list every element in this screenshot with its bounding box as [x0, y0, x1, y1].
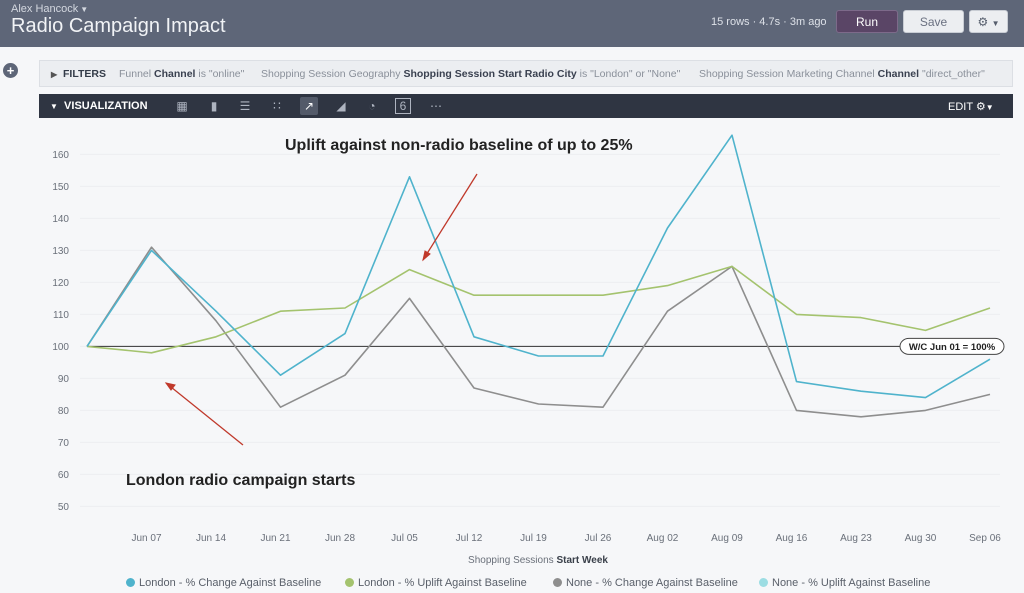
annotation-arrow	[422, 173, 478, 262]
x-tick-label: Jul 19	[520, 533, 547, 544]
line-chart-icon[interactable]: ↗	[300, 97, 318, 115]
x-tick-label: Jun 07	[131, 533, 161, 544]
annotation-campaign-start: London radio campaign starts	[126, 472, 355, 489]
legend-item[interactable]: None - % Change Against Baseline	[553, 577, 738, 589]
legend-swatch	[345, 578, 354, 587]
x-tick-label: Jul 05	[391, 533, 418, 544]
settings-button[interactable]: ⚙ ▼	[969, 10, 1008, 33]
filter-item: Funnel Channel is "online"	[119, 68, 245, 80]
y-tick-label: 160	[52, 150, 69, 161]
pie-chart-icon[interactable]: ◔	[368, 99, 376, 113]
series-line[interactable]	[86, 246, 991, 418]
x-tick-label: Jun 14	[196, 533, 226, 544]
x-tick-label: Aug 16	[776, 533, 808, 544]
more-icon[interactable]: ⋯	[430, 99, 442, 113]
chevron-right-icon: ▶	[51, 70, 58, 79]
series-line[interactable]	[86, 134, 991, 399]
legend-item[interactable]: London - % Change Against Baseline	[126, 577, 321, 589]
legend-swatch	[553, 578, 562, 587]
y-tick-label: 50	[58, 502, 70, 513]
chevron-down-icon: ▼	[50, 102, 58, 111]
filters-label[interactable]: ▶ FILTERS	[51, 68, 106, 80]
legend-swatch	[759, 578, 768, 587]
x-axis-label: Shopping Sessions Start Week	[468, 555, 608, 566]
x-tick-label: Aug 30	[905, 533, 937, 544]
visualization-label[interactable]: ▼ VISUALIZATION	[50, 100, 148, 112]
y-tick-label: 130	[52, 246, 69, 257]
legend-item[interactable]: None - % Uplift Against Baseline	[759, 577, 930, 589]
y-tick-label: 120	[52, 278, 69, 289]
legend-swatch	[126, 578, 135, 587]
add-icon[interactable]: +	[3, 63, 18, 78]
legend-item[interactable]: London - % Uplift Against Baseline	[345, 577, 527, 589]
column-chart-icon[interactable]: ▮	[210, 99, 218, 113]
y-tick-label: 150	[52, 182, 69, 193]
x-tick-label: Jun 28	[325, 533, 355, 544]
gear-icon: ⚙	[977, 15, 989, 29]
x-tick-label: Jul 12	[456, 533, 483, 544]
x-tick-label: Jun 21	[260, 533, 290, 544]
bar-chart-icon[interactable]: ☰	[239, 99, 251, 113]
chevron-down-icon: ▼	[991, 19, 1000, 28]
single-value-icon[interactable]: 6	[395, 98, 411, 114]
y-tick-label: 100	[52, 342, 69, 353]
x-tick-label: Aug 09	[711, 533, 743, 544]
page-title: Radio Campaign Impact	[11, 15, 226, 37]
user-name: Alex Hancock	[11, 3, 79, 15]
chevron-down-icon: ▼	[80, 5, 89, 14]
annotation-arrow	[164, 382, 244, 446]
gear-icon: ⚙	[975, 101, 986, 113]
header-bar: Alex Hancock ▼ Radio Campaign Impact 15 r…	[0, 0, 1024, 47]
line-chart: 50 60 70 80 90 100 110 120 130 140 150 160 Jun 07 Ju…	[52, 134, 1005, 566]
y-tick-label: 70	[58, 438, 70, 449]
query-meta: 15 rows · 4.7s · 3m ago	[711, 16, 827, 28]
area-chart-icon[interactable]: ◢	[336, 99, 346, 113]
y-tick-label: 140	[52, 214, 69, 225]
filter-item: Shopping Session Marketing Channel Chann…	[699, 68, 985, 80]
visualization-bar: ▼ VISUALIZATION ▦ ▮ ☰ ∷ ↗ ◢ ◔ 6 ⋯ EDIT ⚙…	[39, 94, 1013, 118]
filters-bar[interactable]: ▶ FILTERS Funnel Channel is "online" Sho…	[39, 60, 1013, 87]
annotation-uplift: Uplift against non-radio baseline of up …	[285, 137, 633, 154]
series-line[interactable]	[86, 265, 991, 354]
y-tick-label: 60	[58, 470, 70, 481]
x-tick-label: Aug 02	[647, 533, 679, 544]
reference-label: W/C Jun 01 = 100%	[899, 337, 1005, 355]
scatter-icon[interactable]: ∷	[273, 99, 281, 113]
user-menu[interactable]: Alex Hancock ▼	[11, 3, 88, 15]
x-tick-label: Jul 26	[585, 533, 612, 544]
save-button[interactable]: Save	[903, 10, 964, 33]
filter-item: Shopping Session Geography Shopping Sess…	[261, 68, 681, 80]
x-tick-label: Sep 06	[969, 533, 1001, 544]
edit-button[interactable]: EDIT ⚙▼	[948, 101, 994, 113]
chevron-down-icon: ▼	[985, 103, 994, 112]
y-tick-label: 90	[58, 374, 70, 385]
y-tick-label: 80	[58, 406, 70, 417]
svg-text:W/C Jun 01 = 100%: W/C Jun 01 = 100%	[909, 342, 996, 353]
table-icon[interactable]: ▦	[176, 99, 188, 113]
y-tick-label: 110	[53, 310, 69, 321]
x-tick-label: Aug 23	[840, 533, 872, 544]
run-button[interactable]: Run	[836, 10, 898, 33]
